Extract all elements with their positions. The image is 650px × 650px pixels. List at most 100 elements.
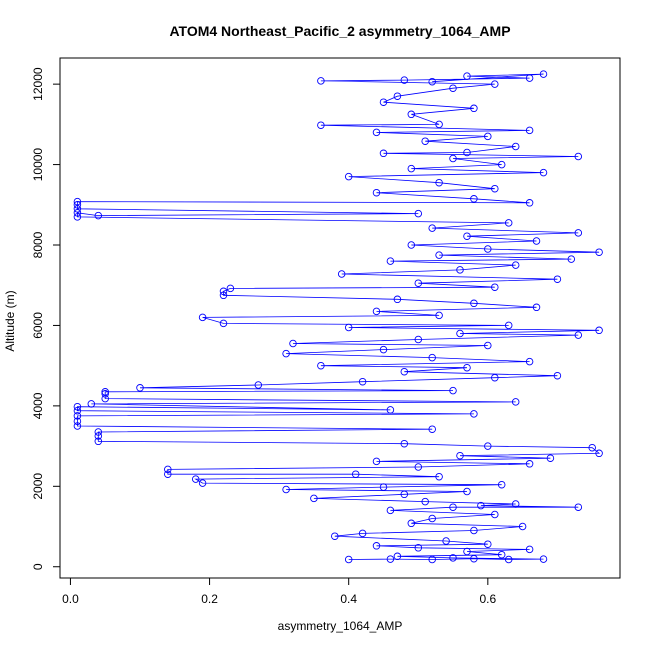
data-point [491,184,499,193]
data-point [449,154,457,163]
data-point [484,442,492,450]
data-point [484,540,492,548]
data-point [470,554,478,563]
data-point [532,237,541,245]
data-point [101,390,109,398]
data-point [344,172,353,181]
data-point [588,443,596,452]
data-point [414,279,423,287]
data-point [372,128,381,137]
y-axis: 0 2000 4000 6000 8000 10000 12000 [31,67,60,570]
data-point [358,377,367,386]
data-point [491,510,499,519]
data-point [567,255,576,263]
data-point [136,384,144,392]
y-tick-label: 6000 [31,312,45,339]
data-point [553,275,562,283]
data-point [484,341,492,350]
data-point [539,70,548,78]
data-point [372,457,381,466]
data-point [386,506,395,515]
data-point [463,547,471,556]
data-point [414,544,423,552]
data-point [511,398,520,406]
data-point [511,142,520,151]
data-point [73,197,82,206]
data-point [198,313,207,322]
data-point [164,465,172,474]
data-point [511,500,520,508]
data-point [386,406,395,414]
data-point [574,503,583,511]
data-point [525,545,534,554]
data-point [428,353,436,362]
data-point [101,388,109,396]
data-point [421,137,429,145]
data-point [414,463,423,471]
data-point [525,126,534,135]
chart-title: ATOM4 Northeast_Pacific_2 asymmetry_1064… [169,23,510,39]
y-axis-label: Altitude (m) [3,290,17,351]
data-point [317,361,325,370]
data-point [546,454,555,462]
data-point [400,439,409,448]
data-point [386,555,395,563]
data-point [344,323,353,332]
data-point [73,209,82,217]
x-axis-label: asymmetry_1064_AMP [278,619,403,633]
data-point [344,555,353,564]
data-point [463,232,471,240]
data-point [491,80,499,88]
data-point [435,178,443,187]
data-point [497,550,506,559]
data-point [456,266,464,274]
data-point [456,329,464,338]
data-point [351,470,360,478]
y-tick-label: 12000 [31,67,45,101]
data-point [421,497,429,506]
data-point [449,84,457,92]
data-point [595,449,603,458]
data-point [94,432,103,440]
data-point [428,555,436,564]
data-point [164,470,172,478]
data-point [73,406,82,415]
data-point [372,188,381,197]
data-point [470,195,478,203]
series-points [73,70,603,564]
data-point [442,537,450,545]
data-point [289,339,297,348]
data-point [428,224,436,232]
data-point [504,321,513,330]
data-point [525,74,534,82]
data-point [484,245,492,253]
data-point [428,514,436,523]
data-point [463,487,471,496]
x-tick-label: 0.6 [479,592,496,606]
data-point [317,77,325,85]
y-tick-label: 8000 [31,231,45,258]
data-point [595,326,603,335]
data-point [449,386,457,395]
x-axis: 0.0 0.2 0.4 0.6 [62,578,496,606]
data-point [574,152,583,161]
data-point [94,428,103,436]
data-point [379,483,388,491]
data-point [414,209,423,218]
data-point [219,287,228,296]
data-point [525,199,534,207]
data-point [400,76,409,84]
data-point [73,205,82,213]
data-point [226,284,235,293]
data-point [407,519,416,528]
data-point [574,331,583,339]
data-point [73,417,82,425]
data-point [73,422,82,430]
data-point [497,480,506,489]
data-point [428,425,436,433]
data-point [414,335,423,344]
data-point [393,552,402,561]
data-point [595,248,603,256]
data-point [484,132,492,141]
